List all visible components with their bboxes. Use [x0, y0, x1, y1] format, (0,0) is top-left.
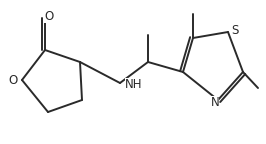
Text: O: O: [8, 73, 18, 87]
Text: O: O: [44, 10, 54, 22]
Text: N: N: [211, 96, 219, 109]
Text: NH: NH: [125, 78, 143, 91]
Text: S: S: [231, 23, 239, 36]
